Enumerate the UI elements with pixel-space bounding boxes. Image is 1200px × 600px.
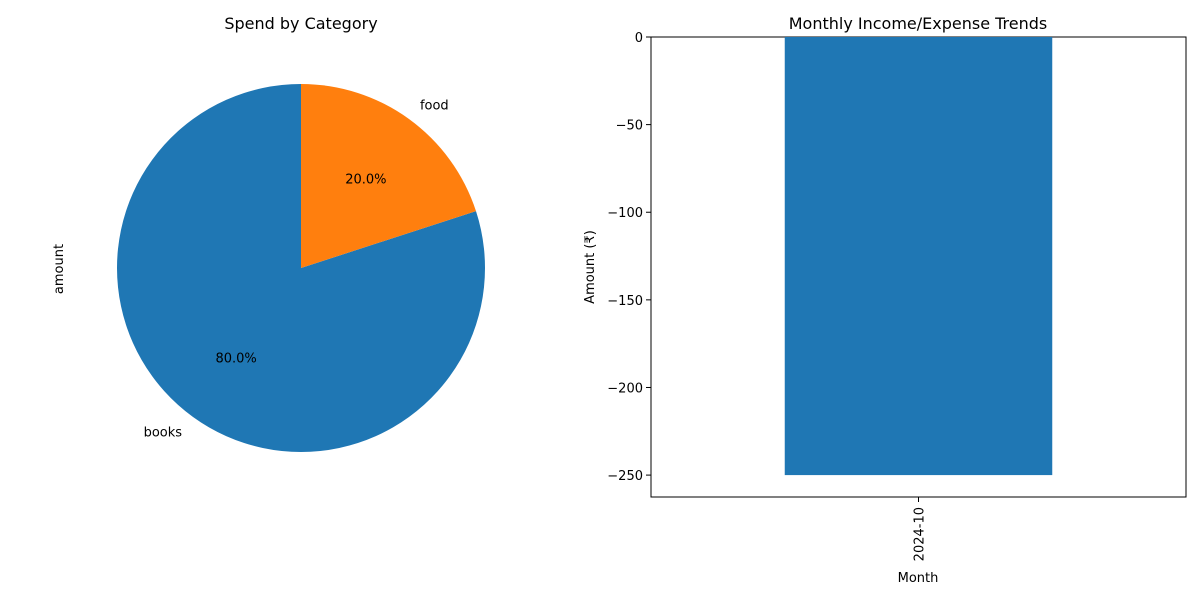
bar-chart: Monthly Income/Expense Trends 0 −50 −100 −1… bbox=[583, 14, 1187, 586]
pie-label-books: books bbox=[144, 426, 183, 441]
bar-title: Monthly Income/Expense Trends bbox=[789, 14, 1048, 33]
pie-labels: books 80.0% food 20.0% bbox=[144, 98, 449, 440]
pie-chart: Spend by Category amount books 80.0% food 2… bbox=[52, 14, 485, 453]
y-axis-ticks: 0 −50 −100 −150 −200 −250 bbox=[607, 31, 651, 484]
x-axis-ticks: 2024-10 bbox=[913, 497, 928, 561]
bar-xlabel: Month bbox=[898, 571, 939, 586]
x-tick-label: 2024-10 bbox=[913, 507, 928, 561]
bar-marks bbox=[784, 37, 1053, 476]
pie-slices bbox=[116, 84, 485, 453]
bar-2024-10 bbox=[784, 37, 1053, 476]
pie-label-food: food bbox=[420, 98, 449, 113]
pie-ylabel: amount bbox=[52, 244, 67, 294]
y-tick-label: −200 bbox=[607, 381, 643, 396]
y-tick-label: 0 bbox=[635, 31, 643, 46]
y-tick-label: −100 bbox=[607, 206, 643, 221]
pie-slice-food bbox=[301, 84, 476, 268]
y-tick-label: −250 bbox=[607, 469, 643, 484]
y-tick-label: −50 bbox=[616, 119, 643, 134]
pie-slice-books bbox=[116, 84, 485, 453]
pie-title: Spend by Category bbox=[224, 14, 377, 33]
pie-pct-food: 20.0% bbox=[345, 173, 386, 188]
bar-ylabel: Amount (₹) bbox=[583, 230, 598, 304]
y-tick-label: −150 bbox=[607, 294, 643, 309]
pie-pct-books: 80.0% bbox=[215, 351, 256, 366]
